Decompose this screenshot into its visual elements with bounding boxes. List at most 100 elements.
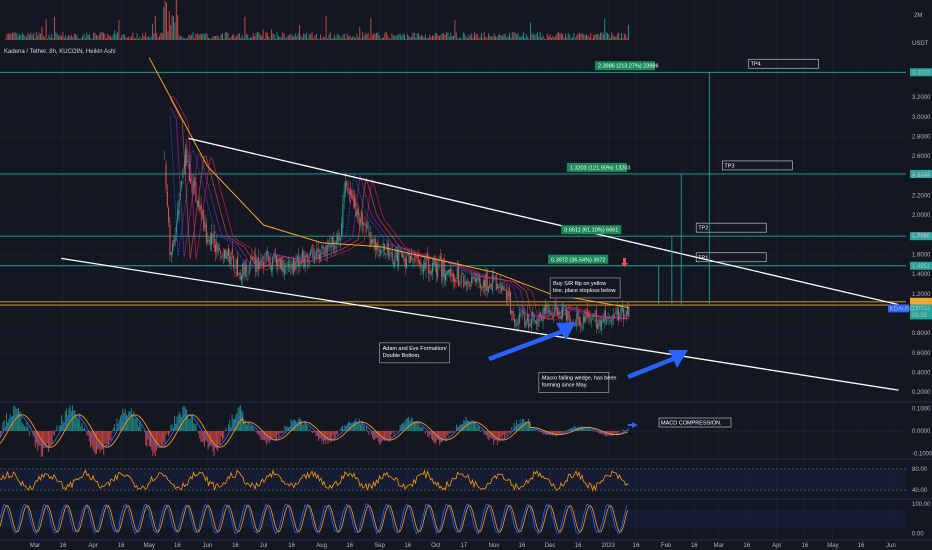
volume-bar bbox=[245, 34, 247, 40]
macd-histogram-bar bbox=[588, 427, 589, 431]
macd-histogram-bar bbox=[310, 431, 312, 432]
volume-bar bbox=[72, 37, 74, 40]
symbol-text: KDAUSDT bbox=[890, 306, 919, 312]
volume-bar bbox=[5, 38, 6, 40]
macd-histogram-bar bbox=[256, 431, 258, 434]
macd-histogram-bar bbox=[21, 422, 23, 431]
candle-body bbox=[173, 239, 175, 246]
macd-histogram-bar bbox=[456, 424, 457, 431]
volume-bar bbox=[58, 36, 60, 40]
macd-histogram-bar bbox=[111, 431, 113, 433]
candle-body bbox=[460, 275, 462, 284]
candle-body bbox=[603, 313, 605, 323]
volume-bar bbox=[577, 33, 579, 40]
candle-body bbox=[391, 252, 393, 261]
volume-bar bbox=[562, 34, 564, 40]
candle-body bbox=[172, 243, 174, 254]
quote-currency: USDT bbox=[912, 41, 929, 47]
macd-histogram-bar bbox=[218, 431, 220, 445]
volume-bar bbox=[413, 32, 415, 40]
macd-histogram-bar bbox=[393, 431, 395, 437]
volume-bar bbox=[12, 32, 13, 40]
volume-bar bbox=[37, 35, 39, 40]
candle-body bbox=[546, 304, 548, 314]
macd-histogram-bar bbox=[306, 424, 307, 431]
macd-histogram-bar bbox=[1, 431, 3, 434]
volume-bar bbox=[535, 34, 537, 40]
candle-body bbox=[199, 204, 201, 210]
axes: 3.45262.41921.78601.48511.11861.08561.05… bbox=[30, 68, 932, 549]
candle-body bbox=[200, 205, 202, 215]
macd-histogram-bar bbox=[187, 415, 189, 431]
volume-bar bbox=[26, 36, 27, 40]
level-tag-text: 1.4851 bbox=[912, 264, 931, 270]
macd-histogram-bar bbox=[392, 431, 394, 433]
candle-body bbox=[225, 250, 227, 259]
volume-bar bbox=[126, 37, 128, 40]
volume-bar bbox=[593, 34, 594, 40]
macd-histogram-bar bbox=[176, 416, 178, 431]
candle-body bbox=[412, 258, 414, 263]
volume-bar bbox=[100, 32, 102, 40]
macd-histogram-bar bbox=[103, 431, 105, 456]
volume-bar bbox=[40, 33, 41, 40]
macd-histogram-bar bbox=[156, 431, 157, 451]
volume-bar bbox=[614, 36, 615, 40]
macd-histogram-bar bbox=[511, 426, 513, 431]
macd-histogram-bar bbox=[517, 424, 519, 431]
candle-body bbox=[374, 238, 376, 250]
volume-bar bbox=[135, 38, 137, 40]
candle-body bbox=[451, 273, 453, 278]
volume-bar bbox=[423, 37, 425, 40]
candle-body bbox=[177, 210, 179, 221]
macd-histogram-bar bbox=[146, 431, 148, 448]
candle-body bbox=[368, 227, 370, 229]
candle-body bbox=[471, 277, 473, 284]
x-tick-label: 16 bbox=[691, 543, 698, 549]
candle-body bbox=[328, 244, 330, 246]
macd-histogram-bar bbox=[105, 431, 107, 446]
macd-histogram-bar bbox=[174, 415, 175, 431]
macd-histogram-bar bbox=[135, 416, 137, 431]
volume-bar bbox=[38, 32, 40, 40]
candle-body bbox=[234, 271, 236, 273]
volume-bar bbox=[275, 38, 277, 40]
candle-body bbox=[272, 257, 274, 270]
volume-bar bbox=[426, 38, 428, 40]
macd-histogram-bar bbox=[562, 431, 564, 433]
volume-bar bbox=[373, 33, 375, 40]
candle-body bbox=[279, 259, 281, 269]
macd-histogram-bar bbox=[505, 431, 507, 435]
x-tick-label: Aug bbox=[316, 543, 327, 549]
x-tick-label: 16 bbox=[519, 543, 526, 549]
macd-histogram-bar bbox=[309, 428, 311, 431]
volume-bar bbox=[551, 37, 552, 40]
macd-histogram-bar bbox=[99, 431, 101, 453]
candle-body bbox=[369, 231, 371, 246]
macd-histogram-bar bbox=[453, 431, 455, 432]
x-tick-label: May bbox=[144, 543, 155, 549]
macd-histogram-bar bbox=[109, 431, 111, 441]
macd-histogram-bar bbox=[18, 407, 19, 431]
macd-histogram-bar bbox=[447, 431, 449, 437]
volume-bar bbox=[24, 36, 26, 40]
candle-body bbox=[584, 316, 586, 322]
volume-bar bbox=[84, 37, 86, 40]
volume-bar bbox=[311, 32, 313, 40]
macd-histogram-bar bbox=[132, 414, 133, 431]
macd-histogram-bar bbox=[445, 431, 447, 442]
macd-histogram-bar bbox=[474, 421, 475, 431]
macd-histogram-bar bbox=[102, 431, 103, 449]
volume-bar bbox=[331, 38, 333, 40]
chart-title: Kadena / Tether, 8h, KUCOIN, Heikin Ashi bbox=[4, 49, 116, 55]
macd-histogram-bar bbox=[236, 413, 238, 431]
volume-bar bbox=[611, 32, 613, 40]
macd-histogram-bar bbox=[420, 427, 421, 431]
candle-body bbox=[252, 256, 254, 261]
volume-bar bbox=[271, 29, 272, 40]
volume-bar bbox=[33, 33, 34, 40]
volume-bar bbox=[461, 38, 463, 40]
macd-histogram-bar bbox=[390, 431, 391, 441]
volume-bar bbox=[301, 37, 303, 40]
